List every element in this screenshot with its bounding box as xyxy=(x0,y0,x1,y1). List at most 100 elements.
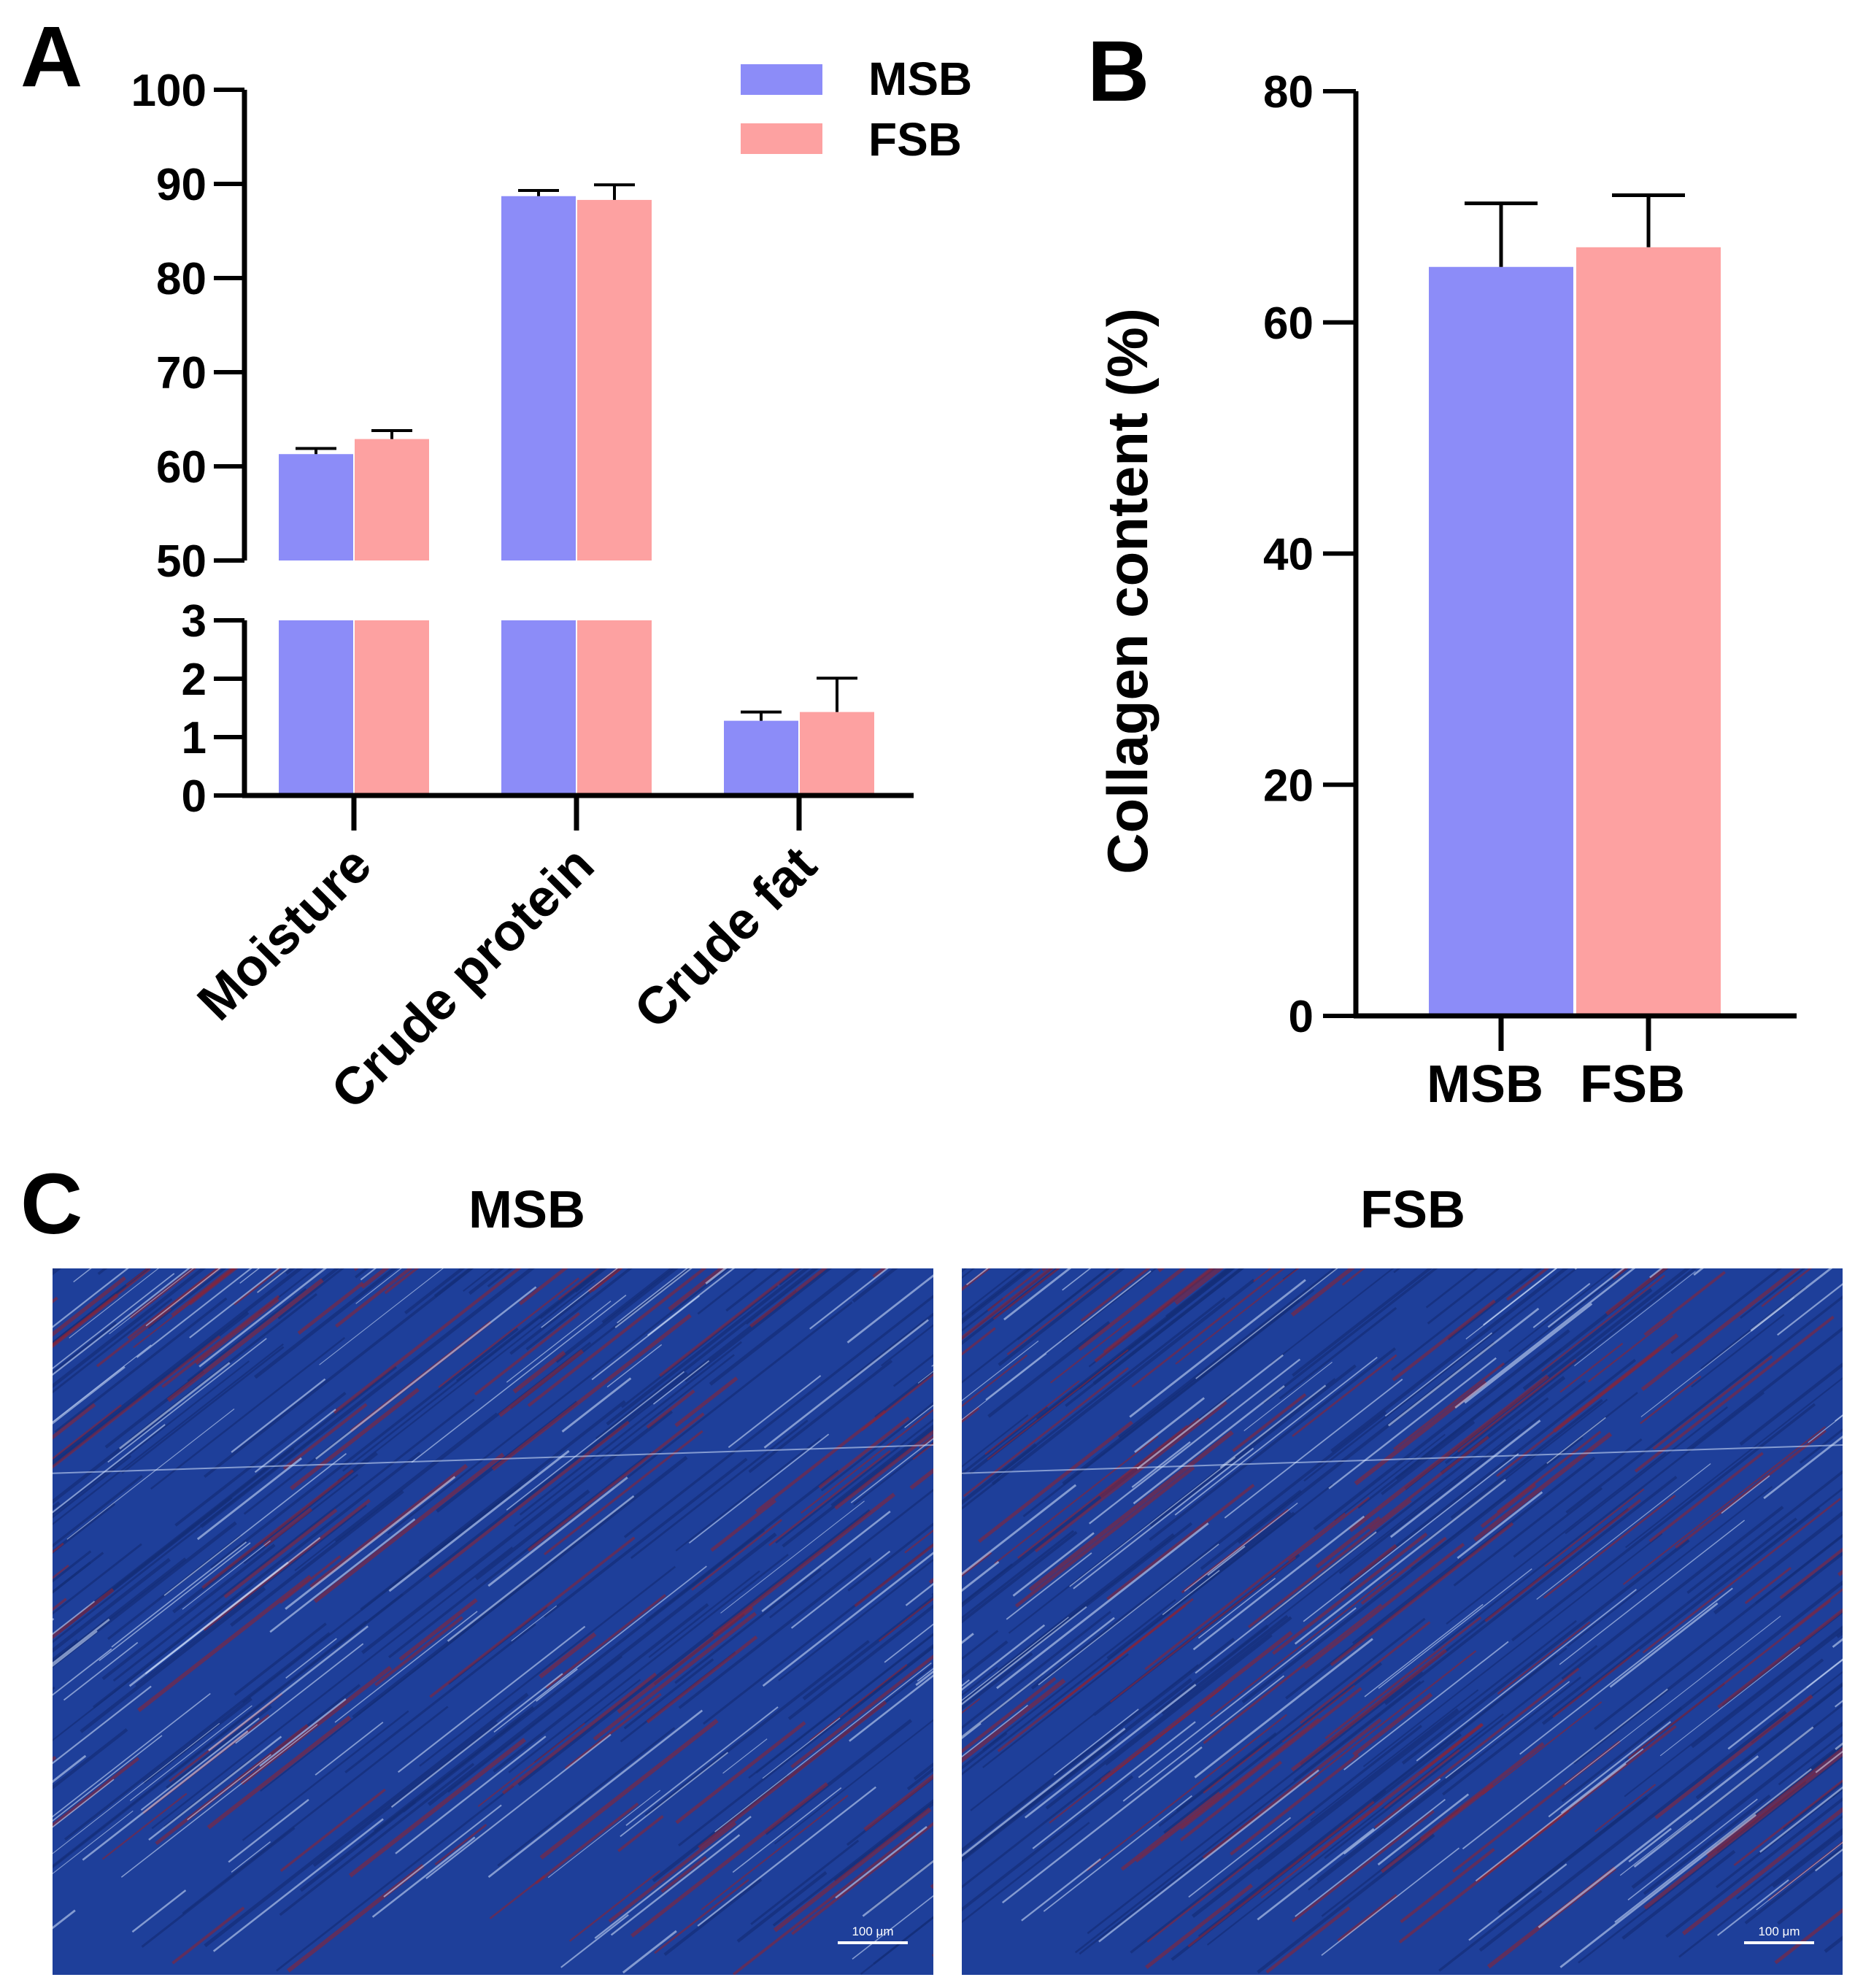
fiber-dark xyxy=(447,1655,623,1793)
panel-b-xtick-label-0: MSB xyxy=(1427,1055,1543,1114)
fiber-dark xyxy=(1062,1298,1300,1485)
fiber-gap xyxy=(285,1476,456,1610)
fiber-dark xyxy=(187,1287,307,1382)
fiber-gap xyxy=(1343,1641,1509,1771)
fiber-red xyxy=(0,1806,50,1953)
fiber-gap xyxy=(371,1836,476,1918)
fiber-gap xyxy=(129,1705,252,1801)
fiber-dark xyxy=(455,1268,603,1382)
fiber-gap xyxy=(904,1404,933,1428)
fiber-dark xyxy=(982,1653,1129,1768)
fiber-dark xyxy=(1444,1268,1697,1465)
fiber-dark xyxy=(234,1622,327,1696)
fiber-dark xyxy=(652,1774,790,1883)
fiber-dark xyxy=(998,1268,1125,1366)
fiber-dark xyxy=(1209,1428,1521,1672)
fiber-dark xyxy=(601,1268,674,1324)
fiber-red xyxy=(962,1676,1057,1754)
fiber-gap xyxy=(620,1752,729,1838)
fiber-red xyxy=(96,1307,171,1368)
fiber-gap xyxy=(1192,1515,1365,1651)
fiber-red xyxy=(1779,1547,1843,1600)
fiber-gap xyxy=(53,1618,55,1621)
fiber-red xyxy=(809,1664,908,1741)
fiber-dark xyxy=(1292,1268,1432,1377)
fiber-red xyxy=(1627,1600,1832,1760)
fiber-red xyxy=(360,1268,390,1290)
fiber-gap xyxy=(355,1268,402,1304)
fiber-dark xyxy=(1670,1268,1782,1355)
fiber-red xyxy=(1144,1512,1346,1671)
fiber-red xyxy=(1643,1751,1843,1910)
fiber-red xyxy=(1484,1499,1642,1622)
fiber-gap xyxy=(1377,1793,1470,1866)
fiber-red xyxy=(1272,1532,1428,1655)
fiber-gap xyxy=(962,1340,1039,1402)
fiber-dark xyxy=(1478,1710,1787,1952)
fiber-dark xyxy=(1118,1268,1338,1438)
fiber-dark xyxy=(517,1509,871,1787)
fiber-dark xyxy=(352,1455,688,1719)
fiber-gap xyxy=(962,1727,1126,1857)
fiber-red xyxy=(1594,1784,1657,1833)
fiber-gap xyxy=(0,1383,48,1464)
fiber-dark xyxy=(53,1360,250,1516)
fiber-dark xyxy=(1241,1436,1584,1703)
panel-c-micrographs: MSB FSB 100 μm 100 μm xyxy=(0,1181,1843,1975)
fiber-gap xyxy=(1162,1570,1220,1616)
fiber-gap xyxy=(53,1268,129,1328)
fiber-red xyxy=(987,1268,1041,1311)
bar-moisture-msb-upper xyxy=(279,454,353,560)
fiber-red xyxy=(1180,1687,1362,1830)
fiber-red xyxy=(1203,1741,1270,1794)
fiber-gap xyxy=(732,1787,842,1873)
fiber-gap xyxy=(1532,1282,1591,1328)
fiber-gap xyxy=(319,1268,444,1365)
fiber-gap xyxy=(1136,1354,1284,1470)
fiber-dark xyxy=(204,1692,529,1948)
panel-b-ytick-label-80: 80 xyxy=(1263,67,1314,117)
fiber-red xyxy=(1349,1374,1550,1533)
fiber-red xyxy=(1290,1648,1448,1772)
fiber-gap xyxy=(1043,1795,1192,1912)
fiber-dark xyxy=(0,1800,1,1909)
fiber-gap xyxy=(315,1286,537,1460)
fiber-dark xyxy=(962,1414,1029,1468)
fiber-red xyxy=(1457,1358,1577,1453)
fiber-dark xyxy=(962,1738,1118,1862)
fiber-dark xyxy=(962,1637,1235,1853)
fiber-red xyxy=(279,1554,342,1604)
fiber-red xyxy=(1078,1268,1187,1352)
scale-bar-msb: 100 μm xyxy=(838,1925,908,1944)
fiber-gap xyxy=(1614,1768,1812,1923)
fiber-gap xyxy=(1777,1283,1843,1336)
fiber-red xyxy=(1106,1483,1255,1600)
panel-b-xtick-label-1: FSB xyxy=(1580,1055,1685,1114)
fiber-red xyxy=(904,1529,933,1554)
fiber-gap xyxy=(506,1371,684,1511)
fiber-red xyxy=(654,1879,749,1954)
fiber-red xyxy=(282,1403,368,1471)
fiber-red xyxy=(333,1268,522,1414)
fiber-dark xyxy=(778,1559,933,1681)
fiber-red xyxy=(1681,1806,1843,1935)
fiber-dark xyxy=(962,1822,1090,1924)
fiber-gap xyxy=(763,1319,929,1449)
fiber-dark xyxy=(1778,1733,1843,1786)
fiber-red xyxy=(1634,1315,1835,1473)
fiber-gap xyxy=(231,1841,271,1873)
fiber-gap xyxy=(53,1268,190,1376)
fiber-red xyxy=(207,1715,352,1830)
fiber-gap xyxy=(69,1268,159,1338)
fiber-dark xyxy=(53,1543,142,1615)
fiber-red xyxy=(1017,1425,1188,1559)
panel-b-axes xyxy=(1353,91,1797,1019)
fiber-gap xyxy=(487,1476,628,1587)
fiber-gap xyxy=(1519,1587,1733,1755)
fiber-dark xyxy=(1351,1558,1462,1644)
fiber-red xyxy=(1341,1268,1366,1286)
fiber-gap xyxy=(1538,1755,1759,1929)
fiber-red xyxy=(1300,1621,1431,1725)
fiber-dark xyxy=(1511,1403,1816,1642)
fiber-dark xyxy=(1176,1732,1277,1812)
